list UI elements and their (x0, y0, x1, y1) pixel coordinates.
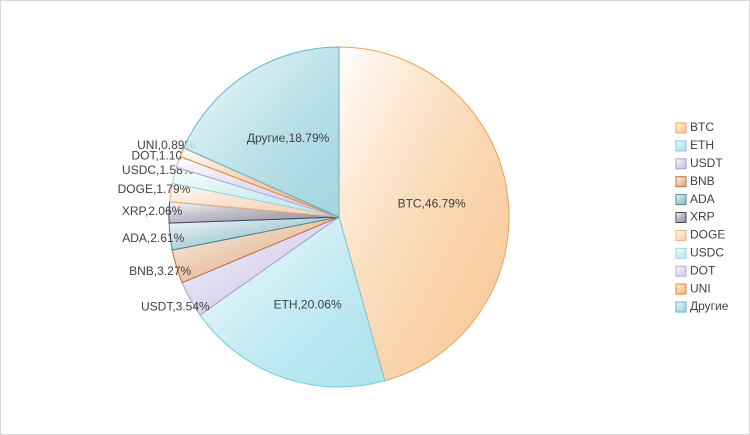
legend-label: DOT (690, 263, 716, 277)
legend-label: ETH (690, 138, 714, 152)
legend-label: DOGE (690, 228, 725, 242)
legend-label: XRP (690, 210, 715, 224)
legend-swatch (675, 158, 687, 170)
data-label: UNI,0.89% (137, 138, 195, 152)
legend-swatch (675, 283, 687, 295)
legend-swatch (675, 247, 687, 259)
data-label: USDT,3.54% (141, 300, 210, 314)
pie-slice (199, 216, 386, 388)
legend-swatch (675, 140, 687, 152)
legend-label: BTC (690, 120, 714, 134)
data-label: DOT,1.10% (131, 148, 193, 162)
legend-label: ADA (690, 192, 715, 206)
data-label: USDC,1.58% (122, 163, 194, 177)
legend-swatch (675, 212, 687, 223)
data-label: ETH,20.06% (274, 297, 342, 311)
pie-slice (183, 46, 340, 218)
legend-label: BNB (690, 174, 715, 188)
data-label: DOGE,1.79% (118, 182, 191, 196)
legend-label: USDC (690, 245, 724, 259)
legend-label: Другие (690, 299, 729, 313)
legend-label: UNI (690, 281, 711, 295)
legend-swatch (675, 229, 687, 241)
data-label: BNB,3.27% (129, 264, 191, 278)
pie-slice (338, 46, 510, 382)
legend-swatch (675, 176, 687, 188)
legend-swatch (675, 122, 687, 134)
data-label: BTC,46.79% (398, 196, 466, 210)
legend-swatch (675, 301, 687, 313)
legend-swatch (675, 265, 687, 277)
legend-swatch (675, 194, 687, 206)
legend-label: USDT (690, 156, 723, 170)
data-label: ADA,2.61% (122, 231, 184, 245)
data-label: XRP,2.06% (122, 204, 183, 218)
data-label: Другие,18.79% (247, 131, 330, 145)
